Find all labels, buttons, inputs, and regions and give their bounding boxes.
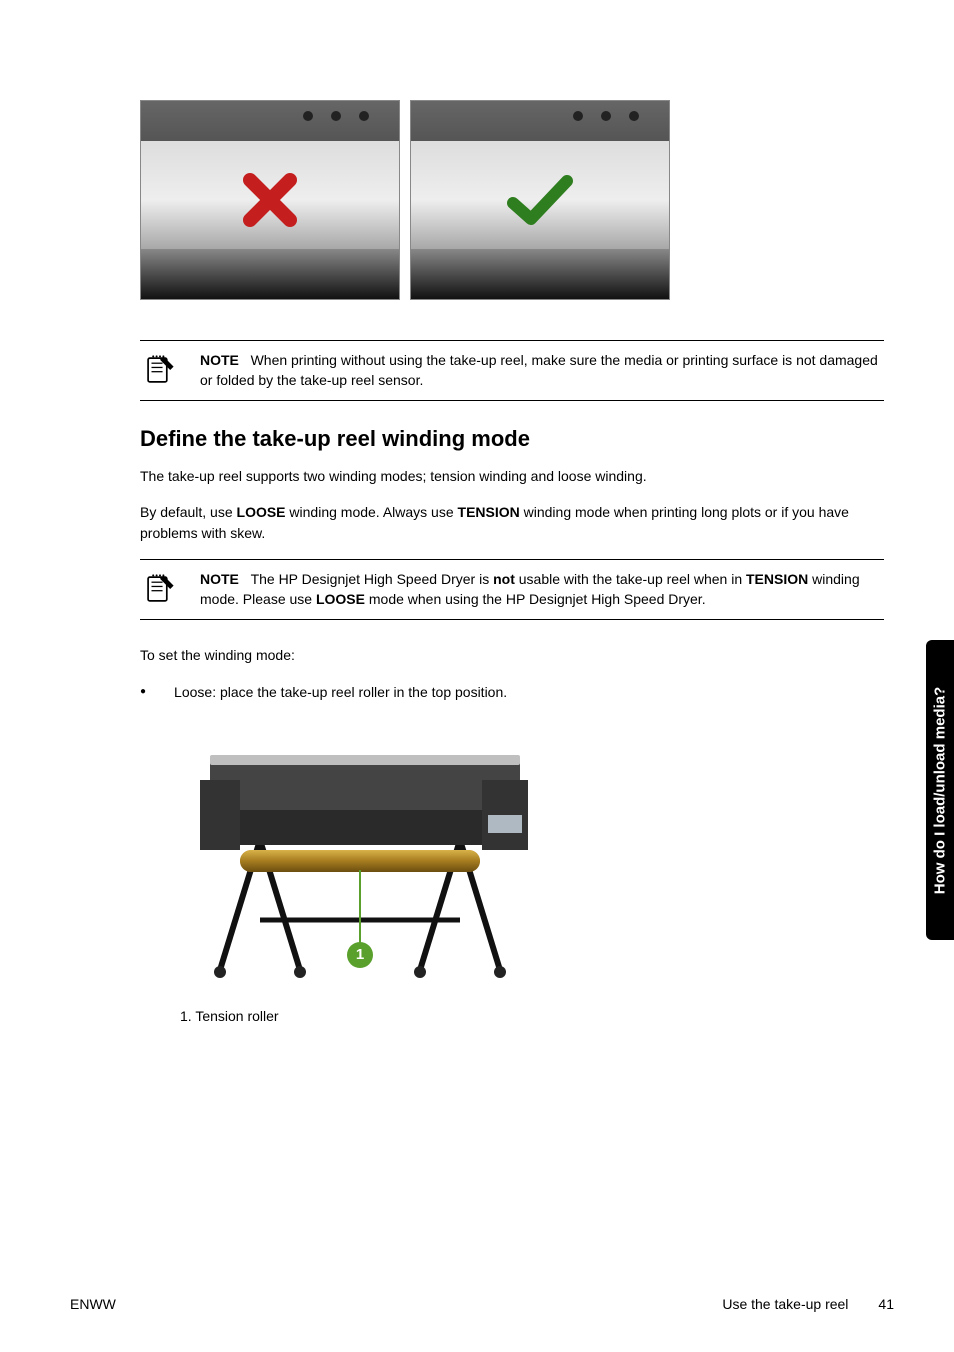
bullet-list: Loose: place the take-up reel roller in … bbox=[140, 682, 884, 702]
paragraph-1: The take-up reel supports two winding mo… bbox=[140, 466, 884, 486]
footer-left: ENWW bbox=[70, 1296, 116, 1312]
note-2-text: NOTE The HP Designjet High Speed Dryer i… bbox=[200, 570, 884, 609]
x-mark-icon bbox=[240, 170, 300, 230]
footer-section-title: Use the take-up reel bbox=[722, 1296, 848, 1312]
correct-example-image bbox=[410, 100, 670, 300]
note-label: NOTE bbox=[200, 571, 239, 587]
note-box-1: NOTE When printing without using the tak… bbox=[140, 340, 884, 401]
section-title: Define the take-up reel winding mode bbox=[140, 426, 884, 452]
check-mark-icon bbox=[505, 175, 575, 225]
paragraph-3: To set the winding mode: bbox=[140, 645, 884, 665]
footer-page-number: 41 bbox=[878, 1296, 894, 1312]
comparison-images bbox=[140, 100, 884, 300]
wrong-example-image bbox=[140, 100, 400, 300]
page-footer: ENWW Use the take-up reel 41 bbox=[70, 1296, 894, 1312]
figure-caption: 1. Tension roller bbox=[180, 1008, 884, 1024]
callout-number: 1 bbox=[347, 942, 373, 968]
bullet-item-1: Loose: place the take-up reel roller in … bbox=[140, 682, 884, 702]
sidebar-tab: How do I load/unload media? bbox=[926, 640, 954, 940]
sidebar-label: How do I load/unload media? bbox=[932, 686, 949, 894]
note-1-body: When printing without using the take-up … bbox=[200, 352, 878, 388]
printer-diagram: 1 bbox=[180, 720, 540, 990]
note-label: NOTE bbox=[200, 352, 239, 368]
note-1-text: NOTE When printing without using the tak… bbox=[200, 351, 884, 390]
paragraph-2: By default, use LOOSE winding mode. Alwa… bbox=[140, 502, 884, 543]
note-box-2: NOTE The HP Designjet High Speed Dryer i… bbox=[140, 559, 884, 620]
note-icon bbox=[140, 570, 180, 609]
note-icon bbox=[140, 351, 180, 390]
